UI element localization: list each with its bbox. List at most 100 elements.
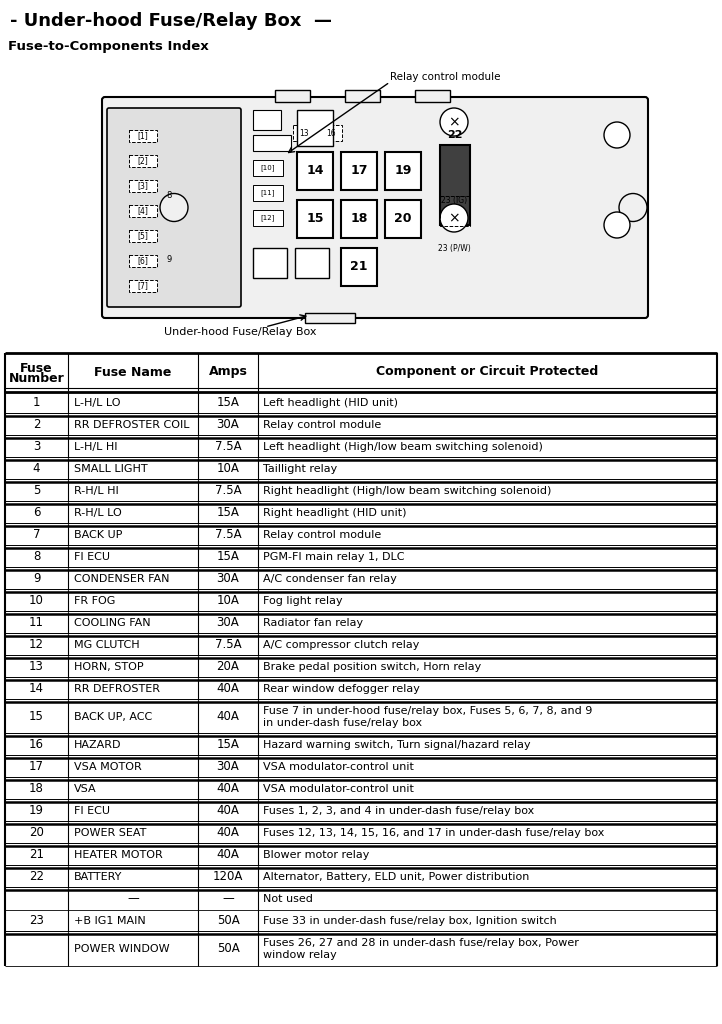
Text: 9: 9 bbox=[166, 256, 172, 264]
Text: Fuse-to-Components Index: Fuse-to-Components Index bbox=[8, 40, 209, 53]
Bar bbox=[440, 145, 470, 225]
Text: HEATER MOTOR: HEATER MOTOR bbox=[74, 850, 162, 860]
Text: 5: 5 bbox=[32, 484, 40, 498]
Bar bbox=[341, 248, 377, 286]
Text: Fog light relay: Fog light relay bbox=[263, 596, 343, 606]
Bar bbox=[253, 135, 291, 151]
Text: Blower motor relay: Blower motor relay bbox=[263, 850, 370, 860]
Text: POWER SEAT: POWER SEAT bbox=[74, 828, 147, 838]
Text: Relay control module: Relay control module bbox=[263, 420, 381, 430]
Text: [7]: [7] bbox=[138, 282, 149, 291]
Text: Brake pedal position switch, Horn relay: Brake pedal position switch, Horn relay bbox=[263, 662, 482, 672]
Text: Fuse Name: Fuse Name bbox=[95, 366, 172, 379]
Text: 12: 12 bbox=[29, 639, 44, 651]
Text: HORN, STOP: HORN, STOP bbox=[74, 662, 144, 672]
Text: 40A: 40A bbox=[217, 805, 240, 817]
Text: SMALL LIGHT: SMALL LIGHT bbox=[74, 464, 147, 474]
Bar bbox=[385, 152, 421, 190]
Text: MG CLUTCH: MG CLUTCH bbox=[74, 640, 139, 650]
Circle shape bbox=[160, 194, 188, 221]
Text: 7.5A: 7.5A bbox=[214, 528, 241, 542]
Text: Fuse 33 in under-dash fuse/relay box, Ignition switch: Fuse 33 in under-dash fuse/relay box, Ig… bbox=[263, 916, 557, 926]
Text: 40A: 40A bbox=[217, 711, 240, 724]
Text: POWER WINDOW: POWER WINDOW bbox=[74, 944, 170, 954]
Text: 20: 20 bbox=[29, 826, 44, 840]
Text: HAZARD: HAZARD bbox=[74, 740, 121, 750]
Bar bbox=[129, 255, 157, 267]
Text: 9: 9 bbox=[32, 572, 40, 586]
Text: FR FOG: FR FOG bbox=[74, 596, 116, 606]
Text: 15: 15 bbox=[29, 711, 44, 724]
Text: 13: 13 bbox=[299, 128, 309, 137]
Text: 40A: 40A bbox=[217, 826, 240, 840]
Bar bbox=[129, 205, 157, 217]
Text: 10A: 10A bbox=[217, 463, 240, 475]
Text: BATTERY: BATTERY bbox=[74, 872, 122, 882]
Text: 15A: 15A bbox=[217, 738, 240, 752]
Text: Radiator fan relay: Radiator fan relay bbox=[263, 618, 363, 628]
Bar bbox=[129, 230, 157, 242]
Text: R-H/L LO: R-H/L LO bbox=[74, 508, 122, 518]
Bar bbox=[253, 185, 283, 201]
Bar bbox=[253, 160, 283, 176]
Text: ×: × bbox=[448, 211, 460, 225]
Text: CONDENSER FAN: CONDENSER FAN bbox=[74, 574, 170, 584]
FancyBboxPatch shape bbox=[107, 108, 241, 307]
Text: Number: Number bbox=[9, 373, 64, 385]
Text: 17: 17 bbox=[29, 761, 44, 773]
Text: 30A: 30A bbox=[217, 761, 240, 773]
Text: L-H/L LO: L-H/L LO bbox=[74, 398, 121, 408]
FancyBboxPatch shape bbox=[102, 97, 648, 318]
Text: Left headlight (High/low beam switching solenoid): Left headlight (High/low beam switching … bbox=[263, 442, 543, 452]
Text: Hazard warning switch, Turn signal/hazard relay: Hazard warning switch, Turn signal/hazar… bbox=[263, 740, 531, 750]
Text: 30A: 30A bbox=[217, 572, 240, 586]
Bar bbox=[295, 248, 329, 278]
Text: Right headlight (HID unit): Right headlight (HID unit) bbox=[263, 508, 406, 518]
Text: 15: 15 bbox=[306, 213, 323, 225]
Text: 50A: 50A bbox=[217, 942, 240, 955]
Text: 15A: 15A bbox=[217, 551, 240, 563]
Text: 40A: 40A bbox=[217, 782, 240, 796]
Text: 21: 21 bbox=[350, 260, 367, 273]
Bar bbox=[129, 180, 157, 193]
Bar bbox=[275, 90, 310, 102]
Text: 6: 6 bbox=[32, 507, 40, 519]
Text: [4]: [4] bbox=[138, 207, 149, 215]
Bar bbox=[345, 90, 380, 102]
Text: VSA modulator-control unit: VSA modulator-control unit bbox=[263, 784, 414, 794]
Bar bbox=[129, 155, 157, 167]
Text: 7: 7 bbox=[32, 528, 40, 542]
Bar bbox=[320, 125, 342, 141]
Text: BACK UP: BACK UP bbox=[74, 530, 122, 540]
Circle shape bbox=[604, 122, 630, 148]
Text: 21: 21 bbox=[29, 849, 44, 861]
Text: —: — bbox=[127, 893, 139, 905]
Text: 1: 1 bbox=[32, 396, 40, 410]
Text: [6]: [6] bbox=[138, 256, 149, 265]
Text: 22: 22 bbox=[29, 870, 44, 884]
Text: RR DEFROSTER COIL: RR DEFROSTER COIL bbox=[74, 420, 189, 430]
Text: FI ECU: FI ECU bbox=[74, 552, 110, 562]
Bar bbox=[293, 125, 315, 141]
Text: 11: 11 bbox=[29, 616, 44, 630]
Text: 8: 8 bbox=[32, 551, 40, 563]
Text: [5]: [5] bbox=[138, 231, 149, 241]
Text: Component or Circuit Protected: Component or Circuit Protected bbox=[376, 366, 599, 379]
Bar bbox=[297, 152, 333, 190]
Text: 10: 10 bbox=[29, 595, 44, 607]
Text: Amps: Amps bbox=[209, 366, 248, 379]
Circle shape bbox=[604, 212, 630, 238]
Text: Right headlight (High/low beam switching solenoid): Right headlight (High/low beam switching… bbox=[263, 486, 552, 496]
Text: 18: 18 bbox=[29, 782, 44, 796]
Text: 40A: 40A bbox=[217, 683, 240, 695]
Text: 120A: 120A bbox=[213, 870, 243, 884]
Text: [11]: [11] bbox=[261, 189, 275, 197]
Bar bbox=[305, 313, 355, 323]
Text: 23 (P/W): 23 (P/W) bbox=[438, 244, 470, 253]
Circle shape bbox=[440, 108, 468, 136]
Text: 7.5A: 7.5A bbox=[214, 440, 241, 454]
Text: Fuses 1, 2, 3, and 4 in under-dash fuse/relay box: Fuses 1, 2, 3, and 4 in under-dash fuse/… bbox=[263, 806, 534, 816]
Text: Rear window defogger relay: Rear window defogger relay bbox=[263, 684, 420, 694]
Text: 19: 19 bbox=[394, 165, 412, 177]
Text: 15A: 15A bbox=[217, 396, 240, 410]
